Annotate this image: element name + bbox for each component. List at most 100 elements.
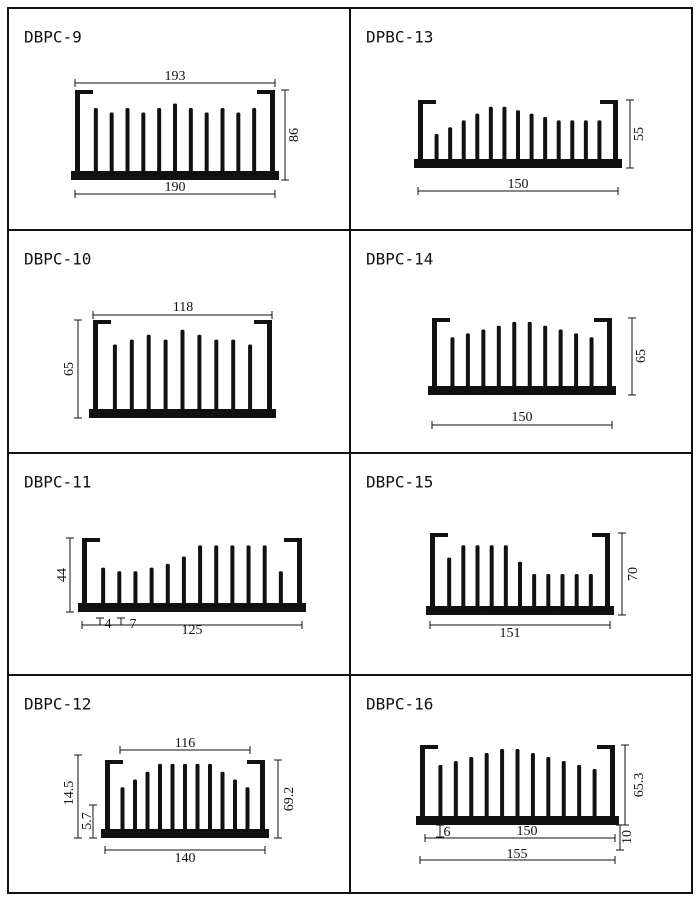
fin <box>262 545 267 612</box>
dimension-label: 155 <box>507 847 528 862</box>
fin <box>233 779 237 838</box>
fin <box>558 329 563 395</box>
fin <box>592 769 597 825</box>
fin <box>481 329 486 395</box>
dimension-label: 116 <box>175 736 195 751</box>
dimension-label: 190 <box>165 180 186 195</box>
fin <box>448 127 453 168</box>
fin <box>543 325 548 395</box>
top-lip <box>594 318 612 322</box>
fin <box>570 120 575 168</box>
side-wall <box>607 318 612 395</box>
heatsink-profile <box>428 318 616 395</box>
top-lip <box>432 318 450 322</box>
fin <box>529 113 534 168</box>
side-wall <box>267 320 272 418</box>
fin <box>181 556 186 612</box>
heatsink-profile <box>414 100 622 168</box>
top-lip <box>600 100 618 104</box>
top-lip <box>105 760 123 764</box>
fin <box>204 112 209 180</box>
fin <box>180 329 185 418</box>
panel-title: DBPC-9 <box>24 28 82 47</box>
top-lip <box>420 745 438 749</box>
fin <box>146 334 151 418</box>
dimension-label: 65 <box>62 362 77 376</box>
dimension-label: 69.2 <box>282 787 297 812</box>
fin <box>450 337 455 395</box>
fin <box>475 113 480 168</box>
base-plate <box>78 603 306 612</box>
heatsink-profile <box>71 90 279 180</box>
fin <box>502 106 507 168</box>
panel: DBPC-10 118 65 <box>24 250 276 419</box>
dimension-label: 86 <box>287 128 302 142</box>
dimension-label: 65.3 <box>632 773 647 798</box>
fin <box>597 120 602 168</box>
side-wall <box>93 320 98 418</box>
panel-title: DBPC-10 <box>24 250 91 269</box>
panel: DBPC-12 116 14.55.7 69.2 140 <box>24 695 297 867</box>
fin <box>546 757 551 825</box>
side-wall <box>82 538 87 612</box>
fin <box>220 771 225 838</box>
dimension-label: 140 <box>175 851 196 866</box>
heatsink-profile <box>101 760 269 838</box>
fin <box>230 545 235 612</box>
fin <box>589 337 594 395</box>
side-wall <box>297 538 302 612</box>
fin <box>461 545 466 615</box>
fin <box>574 574 579 615</box>
dimension-label: 55 <box>632 127 647 141</box>
top-lip <box>247 760 265 764</box>
fin <box>149 567 154 612</box>
dimension-label: 10 <box>620 830 635 844</box>
fin <box>133 571 138 612</box>
fin <box>208 763 212 838</box>
dimension-label: 6 <box>444 825 451 840</box>
dimension-label: 118 <box>173 300 193 315</box>
top-lip <box>284 538 302 542</box>
fin <box>145 771 150 838</box>
heatsink-profile <box>416 745 619 825</box>
fin <box>532 574 537 615</box>
fin <box>588 574 593 615</box>
fin <box>556 120 561 168</box>
fin <box>516 110 520 168</box>
fin <box>574 333 579 395</box>
fin <box>512 321 517 395</box>
fin <box>125 108 130 180</box>
fin <box>246 545 251 612</box>
dimension-label: 150 <box>517 824 538 839</box>
fin <box>489 545 494 615</box>
fin <box>465 333 470 395</box>
fin <box>188 108 193 180</box>
fin <box>214 545 219 612</box>
side-wall <box>75 90 80 180</box>
panel: DBPC-11 44 125 4 7 <box>24 473 306 638</box>
top-lip <box>597 745 615 749</box>
side-wall <box>430 533 435 615</box>
dimension-label: 151 <box>500 626 521 641</box>
side-wall <box>420 745 425 825</box>
panel-title: DPBC-13 <box>366 28 433 47</box>
fin <box>231 339 236 418</box>
fin <box>515 749 520 825</box>
top-lip <box>82 538 100 542</box>
fin <box>453 761 458 825</box>
fin <box>165 563 170 612</box>
fin <box>583 120 588 168</box>
top-lip <box>418 100 436 104</box>
heatsink-profile <box>426 533 614 615</box>
fin <box>530 753 535 825</box>
dimension-label: 193 <box>165 69 186 84</box>
fin <box>93 108 98 180</box>
fin <box>484 753 489 825</box>
panel: DBPC-16 65.3 6 150 10 155 <box>366 695 647 864</box>
top-lip <box>75 90 93 94</box>
fin <box>158 763 162 838</box>
fin <box>170 763 175 838</box>
top-lip <box>254 320 272 324</box>
side-wall <box>610 745 615 825</box>
